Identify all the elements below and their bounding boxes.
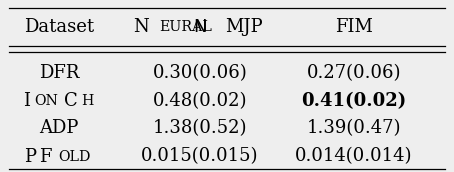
- Text: OLD: OLD: [59, 149, 91, 164]
- Text: ON: ON: [35, 94, 59, 108]
- Text: EURAL: EURAL: [159, 20, 212, 34]
- Text: 0.48(0.02): 0.48(0.02): [153, 92, 247, 110]
- Text: C: C: [64, 92, 78, 110]
- Text: 0.27(0.06): 0.27(0.06): [307, 64, 401, 82]
- Text: Dataset: Dataset: [24, 18, 94, 36]
- Text: 0.014(0.014): 0.014(0.014): [296, 148, 413, 165]
- Text: FIM: FIM: [335, 18, 373, 36]
- Text: H: H: [82, 94, 94, 108]
- Text: 0.015(0.015): 0.015(0.015): [141, 148, 258, 165]
- Text: I: I: [23, 92, 30, 110]
- Text: 1.39(0.47): 1.39(0.47): [307, 119, 401, 137]
- Text: MJP: MJP: [225, 18, 263, 36]
- Text: 0.30(0.06): 0.30(0.06): [153, 64, 247, 82]
- Text: ADP: ADP: [39, 119, 79, 137]
- Text: 0.41(0.02): 0.41(0.02): [301, 92, 407, 110]
- Text: DFR: DFR: [39, 64, 79, 82]
- Text: $\mathrm{N}$: $\mathrm{N}$: [193, 18, 207, 36]
- Text: N: N: [133, 18, 149, 36]
- Text: P: P: [24, 148, 36, 165]
- Text: F: F: [39, 148, 52, 165]
- Text: 1.38(0.52): 1.38(0.52): [153, 119, 247, 137]
